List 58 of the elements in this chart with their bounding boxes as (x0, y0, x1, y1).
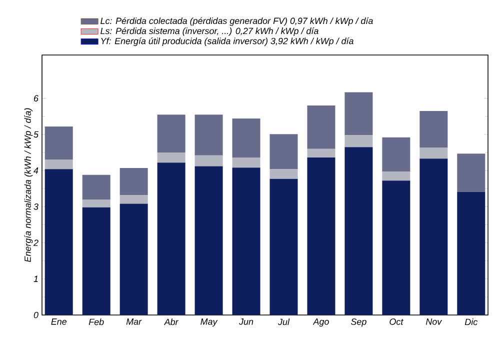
bar (457, 192, 486, 315)
bar (382, 180, 410, 315)
x-tick-label: Oct (390, 318, 404, 325)
bar (307, 158, 336, 315)
bar (120, 195, 148, 204)
bar (270, 169, 298, 179)
x-tick-label: Jun (239, 318, 254, 325)
bar (344, 92, 373, 136)
legend-label: Ls: Pérdida sistema (inversor, ...) 0,27 kWh / kWp / día (100, 27, 318, 36)
bar (232, 158, 260, 168)
y-axis-title: Energía normalizada (kWh / kWp / día) (24, 108, 33, 262)
bar (420, 148, 448, 159)
bar (382, 137, 410, 172)
bar (457, 154, 486, 192)
bar (157, 114, 186, 152)
x-tick-label: Mar (126, 318, 142, 325)
bar (307, 148, 336, 158)
x-tick-label: Feb (88, 318, 104, 326)
x-tick-label: Abr (164, 318, 179, 326)
bar (270, 134, 298, 170)
y-tick-label: 1 (34, 276, 38, 282)
x-tick-label: Sep (350, 318, 366, 327)
x-tick-label: May (200, 318, 218, 327)
y-tick-label: 6 (34, 95, 38, 102)
bar (382, 172, 410, 181)
legend-label: Yf: Energía útil producida (salida inversor) 3,92 kWh / kWp / día (101, 38, 354, 46)
bar (420, 110, 448, 148)
bar (44, 126, 73, 160)
x-tick-label: Jul (278, 318, 290, 326)
bar (232, 118, 260, 158)
bar (157, 152, 186, 163)
bar (307, 106, 336, 149)
bar (194, 155, 223, 166)
bar (270, 178, 298, 315)
x-tick-label: Dic (464, 318, 478, 326)
bar (82, 174, 110, 200)
bar (82, 200, 110, 208)
y-tick-label: 3 (34, 203, 38, 210)
bar (344, 135, 373, 148)
x-tick-label: Nov (426, 318, 442, 325)
x-tick-label: Ago (312, 318, 329, 327)
y-tick-label: 2 (33, 240, 38, 246)
bar (232, 168, 260, 315)
bar (44, 169, 73, 315)
bar (194, 114, 223, 156)
bar (194, 166, 223, 315)
bar (82, 207, 110, 315)
bar (120, 168, 148, 196)
y-tick-label: 5 (34, 131, 39, 138)
bar (120, 204, 148, 315)
bar (420, 158, 448, 315)
bar (157, 162, 186, 315)
bar (344, 147, 373, 315)
y-tick-label: 4 (34, 167, 38, 174)
bar (44, 160, 73, 170)
y-tick-label: 0 (34, 312, 38, 318)
legend-label: Lc: Pérdida colectada (pérdidas generador FV) 0,97 kWh / kWp / día (100, 17, 373, 26)
x-tick-label: Ene (51, 318, 67, 325)
